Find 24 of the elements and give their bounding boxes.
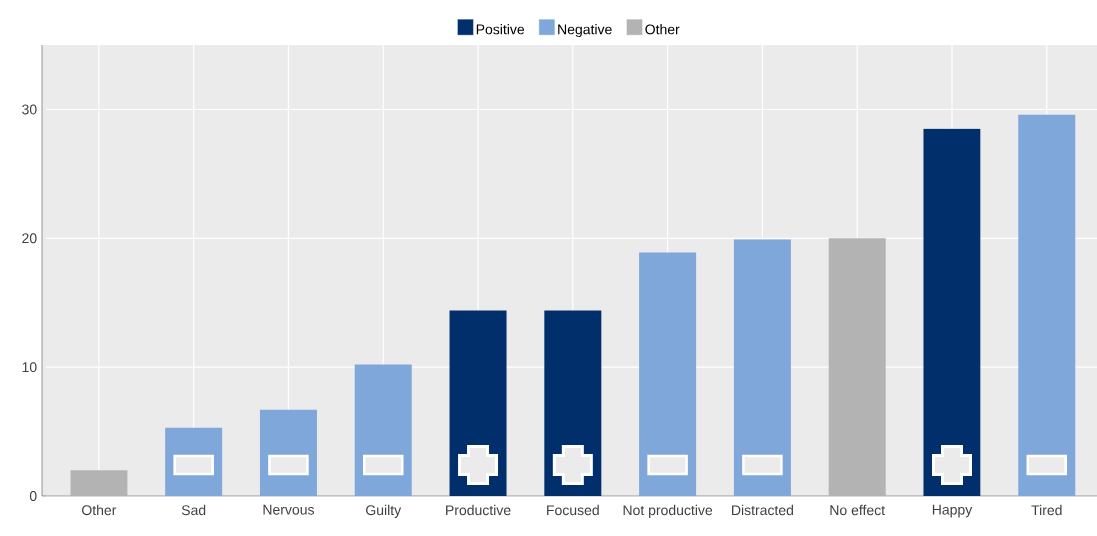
x-tick-label: No effect bbox=[830, 504, 885, 516]
x-tick-label: Not productive bbox=[623, 504, 713, 518]
legend-label: Negative bbox=[558, 24, 612, 38]
x-tick-label: Sad bbox=[181, 504, 206, 516]
legend-label: Other bbox=[645, 24, 680, 35]
bar bbox=[1018, 114, 1076, 496]
x-tick-label: Focused bbox=[547, 504, 599, 516]
y-tick-label: 10 bbox=[22, 362, 37, 373]
x-tick-label: Happy bbox=[932, 504, 973, 518]
x-tick-label: Tired bbox=[1031, 504, 1062, 516]
bar bbox=[923, 128, 981, 496]
bar bbox=[828, 238, 886, 496]
x-tick-label: Guilty bbox=[366, 504, 402, 518]
x-tick-label: Distracted bbox=[732, 504, 794, 516]
x-tick-label: Nervous bbox=[263, 504, 315, 515]
bar bbox=[733, 239, 791, 496]
x-tick-label: Other bbox=[82, 504, 117, 516]
x-tick-label: Productive bbox=[446, 504, 511, 516]
y-tick-label: 30 bbox=[22, 104, 37, 115]
y-tick-label: 20 bbox=[22, 233, 37, 244]
bar bbox=[70, 470, 128, 496]
y-tick-label: 0 bbox=[29, 491, 37, 501]
bar bbox=[639, 252, 697, 496]
legend-label: Positive bbox=[476, 24, 525, 35]
